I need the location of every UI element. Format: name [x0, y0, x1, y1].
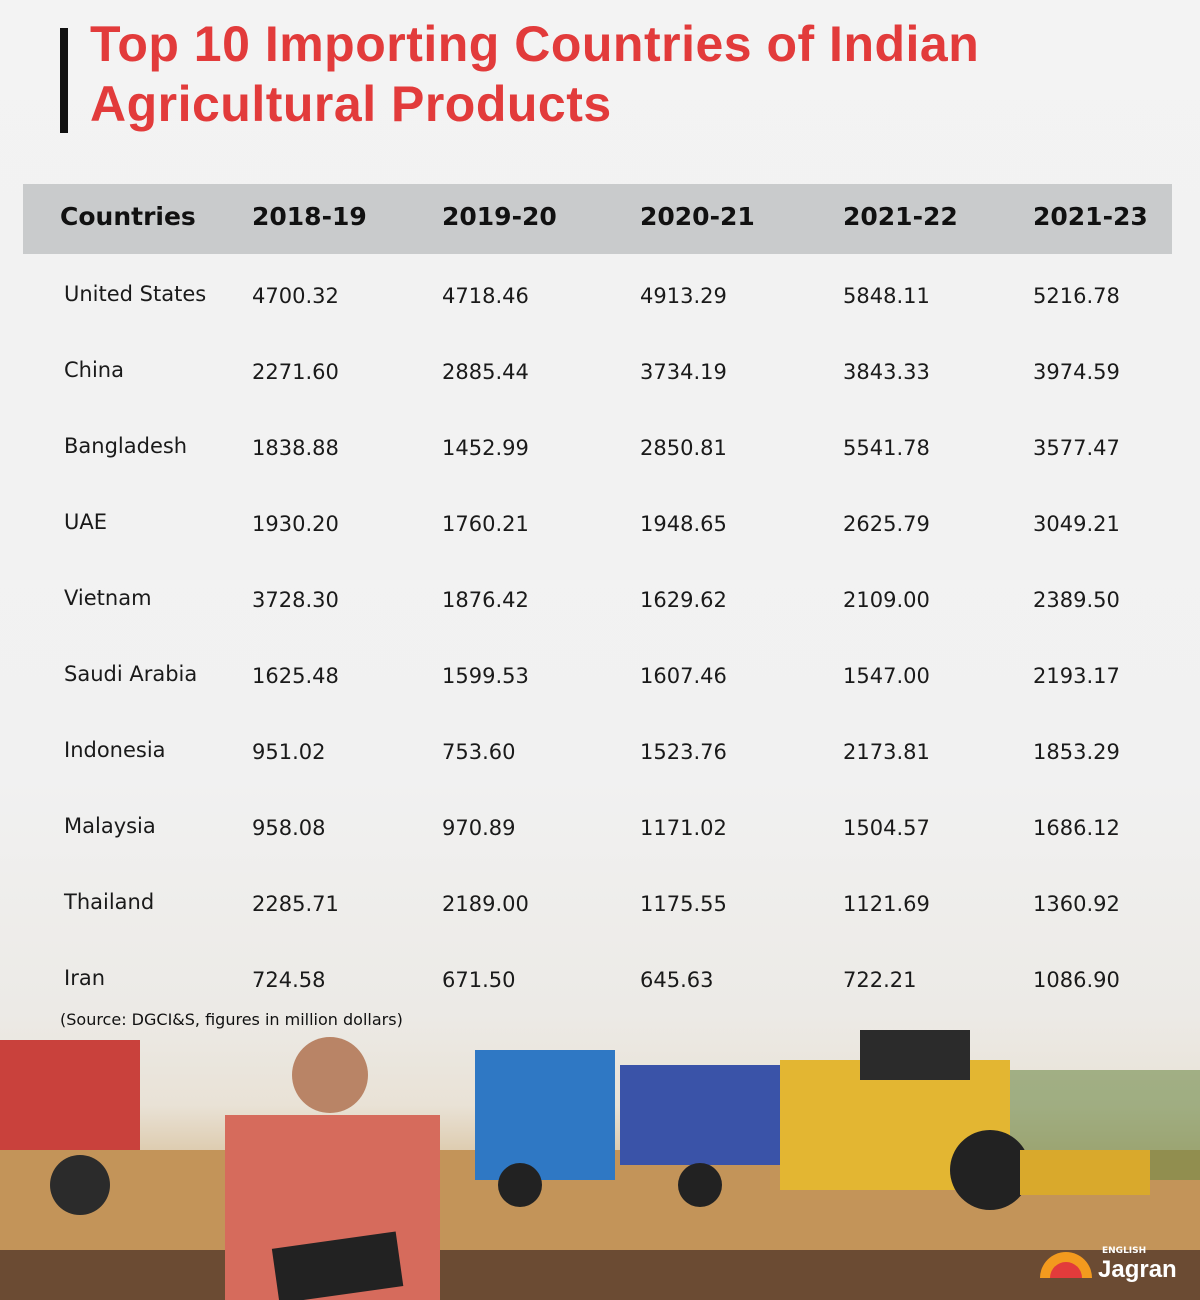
value-cell: 1175.55: [640, 892, 727, 916]
value-cell: 1086.90: [1033, 968, 1120, 992]
column-header: 2020-21: [640, 202, 755, 231]
title-accent: [60, 28, 68, 133]
value-cell: 1930.20: [252, 512, 339, 536]
value-cell: 1838.88: [252, 436, 339, 460]
logo: ENGLISH Jagran: [1036, 1244, 1177, 1288]
value-cell: 2885.44: [442, 360, 529, 384]
value-cell: 1360.92: [1033, 892, 1120, 916]
truck-trailer: [620, 1065, 810, 1165]
value-cell: 3728.30: [252, 588, 339, 612]
country-name: UAE: [64, 510, 108, 534]
clipboard: [271, 1231, 404, 1300]
value-cell: 645.63: [640, 968, 714, 992]
value-cell: 4700.32: [252, 284, 339, 308]
column-header: 2021-22: [843, 202, 958, 231]
country-name: United States: [64, 282, 207, 306]
logo-sun: [1040, 1252, 1092, 1278]
column-header: 2019-20: [442, 202, 557, 231]
value-cell: 5848.11: [843, 284, 930, 308]
value-cell: 1625.48: [252, 664, 339, 688]
value-cell: 3974.59: [1033, 360, 1120, 384]
country-name: Bangladesh: [64, 434, 188, 458]
value-cell: 2285.71: [252, 892, 339, 916]
value-cell: 4913.29: [640, 284, 727, 308]
country-name: China: [64, 358, 124, 382]
value-cell: 3843.33: [843, 360, 930, 384]
value-cell: 1876.42: [442, 588, 529, 612]
wheel: [678, 1163, 722, 1207]
country-name: Thailand: [64, 890, 155, 914]
value-cell: 2389.50: [1033, 588, 1120, 612]
value-cell: 3734.19: [640, 360, 727, 384]
country-name: Iran: [64, 966, 106, 990]
value-cell: 1121.69: [843, 892, 930, 916]
value-cell: 724.58: [252, 968, 326, 992]
value-cell: 1547.00: [843, 664, 930, 688]
header: [1020, 1150, 1150, 1195]
value-cell: 671.50: [442, 968, 516, 992]
trailer: [0, 1040, 140, 1150]
logo-name: Jagran: [1098, 1256, 1177, 1283]
country-name: Saudi Arabia: [64, 662, 198, 686]
value-cell: 1686.12: [1033, 816, 1120, 840]
column-header: 2021-23: [1033, 202, 1148, 231]
country-name: Malaysia: [64, 814, 156, 838]
country-name: Indonesia: [64, 738, 166, 762]
value-cell: 1853.29: [1033, 740, 1120, 764]
value-cell: 2850.81: [640, 436, 727, 460]
combine-cab: [860, 1030, 970, 1080]
value-cell: 5541.78: [843, 436, 930, 460]
value-cell: 1452.99: [442, 436, 529, 460]
wheel: [50, 1155, 110, 1215]
source-note: (Source: DGCI&S, figures in million doll…: [60, 1010, 403, 1029]
logo-small: ENGLISH: [1102, 1246, 1147, 1256]
soil: [0, 1250, 1200, 1300]
wheel: [950, 1130, 1030, 1210]
value-cell: 5216.78: [1033, 284, 1120, 308]
value-cell: 2193.17: [1033, 664, 1120, 688]
title: Top 10 Importing Countries of Indian Agr…: [90, 16, 980, 132]
value-cell: 1523.76: [640, 740, 727, 764]
value-cell: 1607.46: [640, 664, 727, 688]
farmer-head: [292, 1037, 368, 1113]
value-cell: 3577.47: [1033, 436, 1120, 460]
column-header: 2018-19: [252, 202, 367, 231]
value-cell: 2189.00: [442, 892, 529, 916]
value-cell: 3049.21: [1033, 512, 1120, 536]
value-cell: 2109.00: [843, 588, 930, 612]
wheel: [498, 1163, 542, 1207]
value-cell: 1760.21: [442, 512, 529, 536]
column-header: Countries: [60, 202, 196, 231]
value-cell: 4718.46: [442, 284, 529, 308]
value-cell: 753.60: [442, 740, 516, 764]
country-name: Vietnam: [64, 586, 152, 610]
value-cell: 1599.53: [442, 664, 529, 688]
value-cell: 1504.57: [843, 816, 930, 840]
value-cell: 722.21: [843, 968, 917, 992]
value-cell: 1629.62: [640, 588, 727, 612]
value-cell: 958.08: [252, 816, 326, 840]
value-cell: 1948.65: [640, 512, 727, 536]
value-cell: 970.89: [442, 816, 516, 840]
truck-cab: [475, 1050, 615, 1180]
value-cell: 2173.81: [843, 740, 930, 764]
value-cell: 1171.02: [640, 816, 727, 840]
farm-scene: [0, 1030, 1200, 1300]
table-header: [23, 184, 1172, 254]
value-cell: 2625.79: [843, 512, 930, 536]
value-cell: 2271.60: [252, 360, 339, 384]
value-cell: 951.02: [252, 740, 326, 764]
